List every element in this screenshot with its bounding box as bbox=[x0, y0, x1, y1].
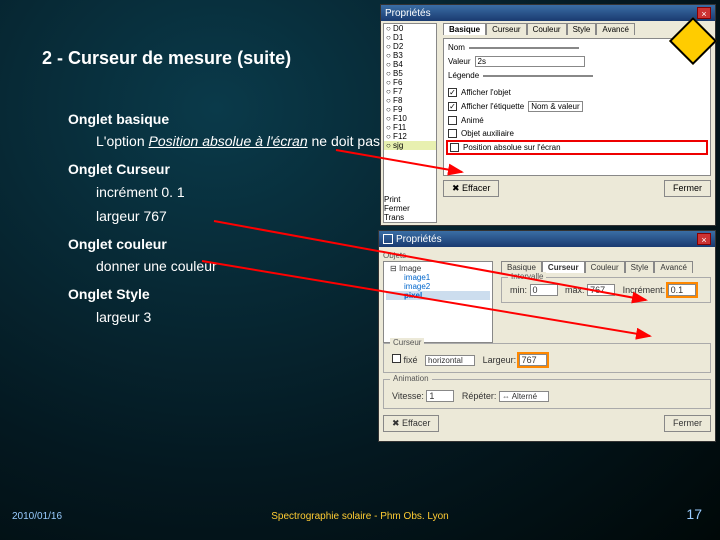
list-item[interactable]: ○ sjg bbox=[384, 141, 436, 150]
tree-root[interactable]: ⊟ Image bbox=[386, 264, 490, 273]
list-item[interactable]: ○ F9 bbox=[384, 105, 436, 114]
list-item[interactable]: ○ F10 bbox=[384, 114, 436, 123]
list-item[interactable]: ○ F7 bbox=[384, 87, 436, 96]
tab-curseur[interactable]: Curseur bbox=[486, 23, 526, 35]
panel-basique: Nom Valeur 2s Légende ✓ Afficher l'objet… bbox=[443, 38, 711, 176]
list-item[interactable]: ○ D2 bbox=[384, 42, 436, 51]
larg-input[interactable]: 767 bbox=[519, 354, 547, 366]
below-list: Print Fermer Trans bbox=[384, 196, 410, 222]
fieldset-anim: Animation Vitesse: 1 Répéter: ⇔ Alterné bbox=[383, 379, 711, 409]
chk-aux[interactable] bbox=[448, 129, 457, 138]
close-icon[interactable]: × bbox=[697, 7, 711, 19]
incr-label: Incrément: bbox=[623, 285, 666, 295]
max-input[interactable]: 767 bbox=[587, 284, 615, 296]
tab-avancé[interactable]: Avancé bbox=[654, 261, 693, 273]
pos-abs-row: Position absolue sur l'écran bbox=[448, 142, 706, 153]
chk-afficher-etiq[interactable]: ✓ bbox=[448, 102, 457, 111]
chk-afficher-objet[interactable]: ✓ bbox=[448, 88, 457, 97]
horiz-select[interactable]: horizontal bbox=[425, 355, 475, 366]
chk-pos-abs[interactable] bbox=[450, 143, 459, 152]
max-label: max: bbox=[565, 285, 585, 295]
win2-title: Propriétés bbox=[396, 234, 442, 245]
list-item[interactable]: ○ B4 bbox=[384, 60, 436, 69]
chk-fixe[interactable] bbox=[392, 354, 401, 363]
etiq-select[interactable]: Nom & valeur bbox=[528, 101, 582, 112]
opt-pre: L'option bbox=[96, 133, 149, 149]
anime-label: Animé bbox=[461, 116, 484, 125]
below-trans: Trans bbox=[384, 214, 410, 223]
tab-couleur[interactable]: Couleur bbox=[585, 261, 625, 273]
rep-select[interactable]: ⇔ Alterné bbox=[499, 391, 549, 402]
tab-couleur[interactable]: Couleur bbox=[527, 23, 567, 35]
tree-header: Objets bbox=[383, 251, 711, 260]
list-item[interactable]: ○ D0 bbox=[384, 24, 436, 33]
valeur-label: Valeur bbox=[448, 57, 471, 66]
fieldset-curseur: Curseur fixé horizontal Largeur: 767 bbox=[383, 343, 711, 373]
list-item[interactable]: ○ B5 bbox=[384, 69, 436, 78]
nom-label: Nom bbox=[448, 43, 465, 52]
fixe-label: fixé bbox=[404, 355, 418, 365]
slide-title: 2 - Curseur de mesure (suite) bbox=[42, 48, 291, 69]
tree-item-1[interactable]: image1 bbox=[386, 273, 490, 282]
object-list[interactable]: ○ D0○ D1○ D2○ B3○ B4○ B5○ F6○ F7○ F8○ F9… bbox=[383, 23, 437, 223]
button-row-2: ✖ Effacer Fermer bbox=[383, 415, 711, 432]
legende-label: Légende bbox=[448, 71, 479, 80]
min-label: min: bbox=[510, 285, 527, 295]
incr-input[interactable]: 0.1 bbox=[668, 284, 696, 296]
tree-item-2[interactable]: image2 bbox=[386, 282, 490, 291]
rep-label: Répéter: bbox=[462, 391, 497, 401]
afficher-etiq: Afficher l'étiquette bbox=[461, 102, 524, 111]
legende-field[interactable] bbox=[483, 75, 593, 77]
titlebar-2[interactable]: Propriétés × bbox=[379, 231, 715, 247]
larg-label: Largeur: bbox=[483, 355, 517, 365]
valeur-field[interactable]: 2s bbox=[475, 56, 585, 67]
afficher-objet: Afficher l'objet bbox=[461, 88, 511, 97]
properties-window-1: Propriétés × ○ D0○ D1○ D2○ B3○ B4○ B5○ F… bbox=[380, 4, 716, 226]
leg-anim: Animation bbox=[390, 374, 432, 383]
vit-label: Vitesse: bbox=[392, 391, 424, 401]
titlebar-1[interactable]: Propriétés × bbox=[381, 5, 715, 21]
fermer-button-2[interactable]: Fermer bbox=[664, 415, 711, 432]
button-row-1: ✖ Effacer Fermer bbox=[443, 180, 711, 197]
opt-em: Position absolue à l'écran bbox=[149, 133, 308, 149]
tree-root-label: Image bbox=[399, 264, 421, 273]
object-tree[interactable]: ⊟ Image image1 image2 pixel bbox=[383, 261, 493, 343]
list-item[interactable]: ○ B3 bbox=[384, 51, 436, 60]
tree-item-sel[interactable]: pixel bbox=[386, 291, 490, 300]
tab-style[interactable]: Style bbox=[625, 261, 655, 273]
aux-label: Objet auxiliaire bbox=[461, 129, 514, 138]
tabs-1: BasiqueCurseurCouleurStyleAvancé bbox=[443, 23, 711, 35]
min-input[interactable]: 0 bbox=[530, 284, 558, 296]
effacer-button[interactable]: ✖ Effacer bbox=[443, 180, 499, 197]
footer-pagenum: 17 bbox=[686, 506, 702, 522]
tab-curseur[interactable]: Curseur bbox=[542, 261, 585, 273]
list-item[interactable]: ○ F8 bbox=[384, 96, 436, 105]
nom-field[interactable] bbox=[469, 47, 579, 49]
props-icon bbox=[383, 234, 393, 244]
list-item[interactable]: ○ F6 bbox=[384, 78, 436, 87]
tab-basique[interactable]: Basique bbox=[443, 23, 486, 35]
footer-caption: Spectrographie solaire - Phm Obs. Lyon bbox=[0, 511, 720, 522]
list-item[interactable]: ○ F11 bbox=[384, 123, 436, 132]
pos-abs-label: Position absolue sur l'écran bbox=[463, 143, 561, 152]
tab-style[interactable]: Style bbox=[567, 23, 597, 35]
leg-curseur: Curseur bbox=[390, 338, 424, 347]
vit-input[interactable]: 1 bbox=[426, 390, 454, 402]
fermer-button[interactable]: Fermer bbox=[664, 180, 711, 197]
chk-anime[interactable] bbox=[448, 116, 457, 125]
leg-intervalle: Intervalle bbox=[508, 272, 546, 281]
close-icon-2[interactable]: × bbox=[697, 233, 711, 245]
list-item[interactable]: ○ D1 bbox=[384, 33, 436, 42]
fieldset-intervalle: Intervalle min: 0 max: 767 Incrément: 0.… bbox=[501, 277, 711, 303]
win1-title: Propriétés bbox=[385, 8, 431, 19]
list-item[interactable]: ○ F12 bbox=[384, 132, 436, 141]
properties-window-2: Propriétés × Objets ⊟ Image image1 image… bbox=[378, 230, 716, 442]
tab-avancé[interactable]: Avancé bbox=[596, 23, 635, 35]
effacer-button-2[interactable]: ✖ Effacer bbox=[383, 415, 439, 432]
